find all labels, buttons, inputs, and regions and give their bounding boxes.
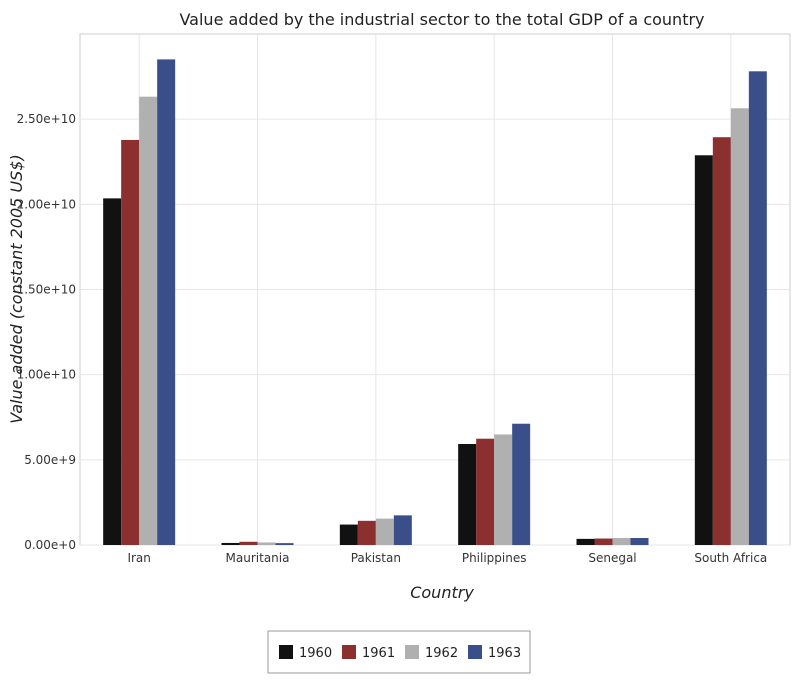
bar xyxy=(375,518,394,545)
y-tick-label: 1.50e+10 xyxy=(17,283,76,297)
bar xyxy=(458,443,477,545)
bar xyxy=(630,538,649,545)
bar xyxy=(357,520,376,545)
x-tick-label: Senegal xyxy=(588,551,636,565)
plot-area: 0.00e+0 5.00e+9 1.00e+10 1.50e+10 2.00e+10 2.… xyxy=(17,33,791,565)
bar xyxy=(594,538,613,545)
y-tick-label: 1.00e+10 xyxy=(17,368,76,382)
y-tick-labels: 0.00e+0 5.00e+9 1.00e+10 1.50e+10 2.00e+10 2.… xyxy=(17,112,76,552)
bar xyxy=(512,423,531,545)
bar xyxy=(476,438,495,545)
y-tick-label: 2.50e+10 xyxy=(17,112,76,126)
bar xyxy=(275,543,294,545)
x-tick-label: Pakistan xyxy=(351,551,401,565)
legend-label: 1961 xyxy=(362,646,395,661)
y-axis-label: Value added (constant 2005 US$) xyxy=(7,154,26,423)
bar xyxy=(257,542,276,545)
legend-label: 1962 xyxy=(425,646,458,661)
legend-label: 1960 xyxy=(299,646,332,661)
x-tick-labels: Iran Mauritania Pakistan Philippines Senegal… xyxy=(127,551,767,565)
legend-swatch xyxy=(342,645,356,659)
bar xyxy=(339,524,358,545)
bar xyxy=(730,108,749,546)
bar xyxy=(121,139,140,545)
y-gridlines xyxy=(80,118,790,546)
x-tick-label: South Africa xyxy=(694,551,767,565)
y-tick-label: 5.00e+9 xyxy=(24,453,76,467)
x-tick-label: Mauritania xyxy=(226,551,290,565)
x-tick-label: Iran xyxy=(127,551,150,565)
legend-swatch xyxy=(468,645,482,659)
bar xyxy=(221,542,240,545)
bar xyxy=(139,96,158,545)
bars xyxy=(103,59,767,546)
x-axis-label: Country xyxy=(410,583,474,602)
bar xyxy=(494,434,513,545)
bar xyxy=(239,541,258,545)
bar xyxy=(712,137,731,546)
bar xyxy=(103,198,122,545)
y-tick-label: 0.00e+0 xyxy=(24,538,76,552)
legend-swatch xyxy=(279,645,293,659)
bar xyxy=(612,538,631,545)
x-tick-label: Philippines xyxy=(462,551,527,565)
legend-swatch xyxy=(405,645,419,659)
bar xyxy=(576,538,595,545)
chart-title: Value added by the industrial sector to … xyxy=(179,10,704,29)
bar xyxy=(748,71,767,545)
legend: 1960 1961 1962 1963 xyxy=(267,630,531,674)
bar xyxy=(694,155,713,545)
bar xyxy=(393,515,412,545)
legend-label: 1963 xyxy=(488,646,521,661)
y-tick-label: 2.00e+10 xyxy=(17,197,76,211)
legend-box xyxy=(267,630,531,674)
bar xyxy=(157,59,176,545)
